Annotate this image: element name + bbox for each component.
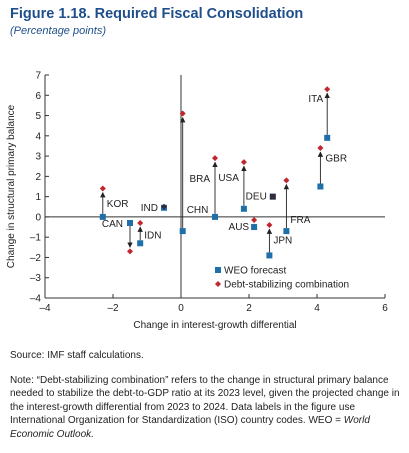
debt-point-fra	[283, 177, 290, 184]
debt-point-can	[127, 248, 133, 255]
point-label-idn: IDN	[144, 230, 161, 241]
x-tick-label: 4	[314, 303, 320, 314]
forecast-point-aus	[251, 224, 258, 231]
debt-point-usa	[240, 159, 247, 166]
scatter-chart: –4 –3 –2 –1 0 1 2 3 4 5 6 7 –4 –2 0 2 4 6 Change in intere…	[6, 71, 388, 332]
legend-marker-forecast	[215, 267, 221, 273]
forecast-point-usa	[240, 205, 247, 212]
debt-point-aus	[251, 216, 258, 223]
point-label-ita: ITA	[308, 94, 323, 105]
y-tick-label: 4	[35, 131, 41, 142]
x-tick-label: –4	[39, 303, 51, 314]
forecast-point-idn	[137, 240, 144, 247]
debt-point-bra	[212, 155, 218, 162]
point-label-bra: BRA	[189, 174, 210, 185]
x-tick-label: –2	[107, 303, 119, 314]
debt-point-idn	[137, 219, 144, 226]
legend-marker-debt	[215, 281, 221, 287]
debt-point-ita	[324, 86, 331, 93]
forecast-point-jpn	[266, 252, 273, 259]
source-note: Source: IMF staff calculations.	[10, 350, 144, 361]
x-axis-label: Change in interest-growth differential	[133, 320, 296, 331]
legend-label-forecast: WEO forecast	[224, 266, 286, 277]
forecast-point-fra	[283, 228, 290, 235]
y-tick-label: –3	[30, 273, 42, 284]
footnote-italic: World Economic Outlook.	[10, 415, 370, 440]
point-label-chn: CHN	[187, 205, 209, 216]
debt-point-chn	[179, 110, 186, 117]
y-tick-label: –1	[30, 233, 42, 244]
y-tick-label: 0	[35, 212, 41, 223]
x-tick-label: 0	[178, 303, 184, 314]
point-label-deu: DEU	[246, 192, 267, 203]
debt-point-gbr	[317, 144, 324, 151]
figure-title: Figure 1.18. Required Fiscal Consolidati…	[10, 6, 304, 22]
point-label-can: CAN	[102, 219, 123, 230]
y-tick-label: 7	[35, 71, 41, 82]
point-label-ind: IND	[141, 203, 158, 214]
forecast-point-chn	[179, 228, 186, 235]
y-tick-label: –4	[30, 294, 42, 305]
footnote-text: Note: “Debt-stabilizing combination” ref…	[10, 375, 400, 427]
y-tick-label: 3	[35, 152, 41, 163]
forecast-point-kor	[99, 213, 106, 220]
point-label-jpn: JPN	[273, 235, 292, 246]
y-tick-label: 5	[35, 111, 41, 122]
y-tick-label: 1	[35, 192, 41, 203]
y-axis-label: Change in structural primary balance	[6, 104, 17, 268]
point-label-gbr: GBR	[325, 154, 347, 165]
x-tick-label: 6	[382, 303, 388, 314]
x-tick-label: 2	[246, 303, 252, 314]
debt-point-deu	[269, 193, 276, 200]
debt-point-kor	[99, 185, 106, 192]
point-label-fra: FRA	[290, 215, 310, 226]
y-tick-label: 6	[35, 91, 41, 102]
forecast-point-bra	[212, 213, 218, 220]
footnote: Note: “Debt-stabilizing combination” ref…	[10, 374, 402, 441]
y-tick-label: –2	[30, 253, 42, 264]
debt-point-ind	[161, 203, 167, 210]
figure-subtitle: (Percentage points)	[10, 25, 106, 37]
legend-label-debt: Debt-stabilizing combination	[224, 280, 349, 291]
point-label-kor: KOR	[107, 199, 129, 210]
debt-point-jpn	[266, 222, 273, 229]
point-label-usa: USA	[218, 173, 239, 184]
forecast-point-ita	[324, 134, 331, 141]
y-tick-label: 2	[35, 172, 41, 183]
forecast-point-gbr	[317, 183, 324, 190]
forecast-point-can	[127, 219, 133, 226]
point-label-aus: AUS	[229, 222, 250, 233]
